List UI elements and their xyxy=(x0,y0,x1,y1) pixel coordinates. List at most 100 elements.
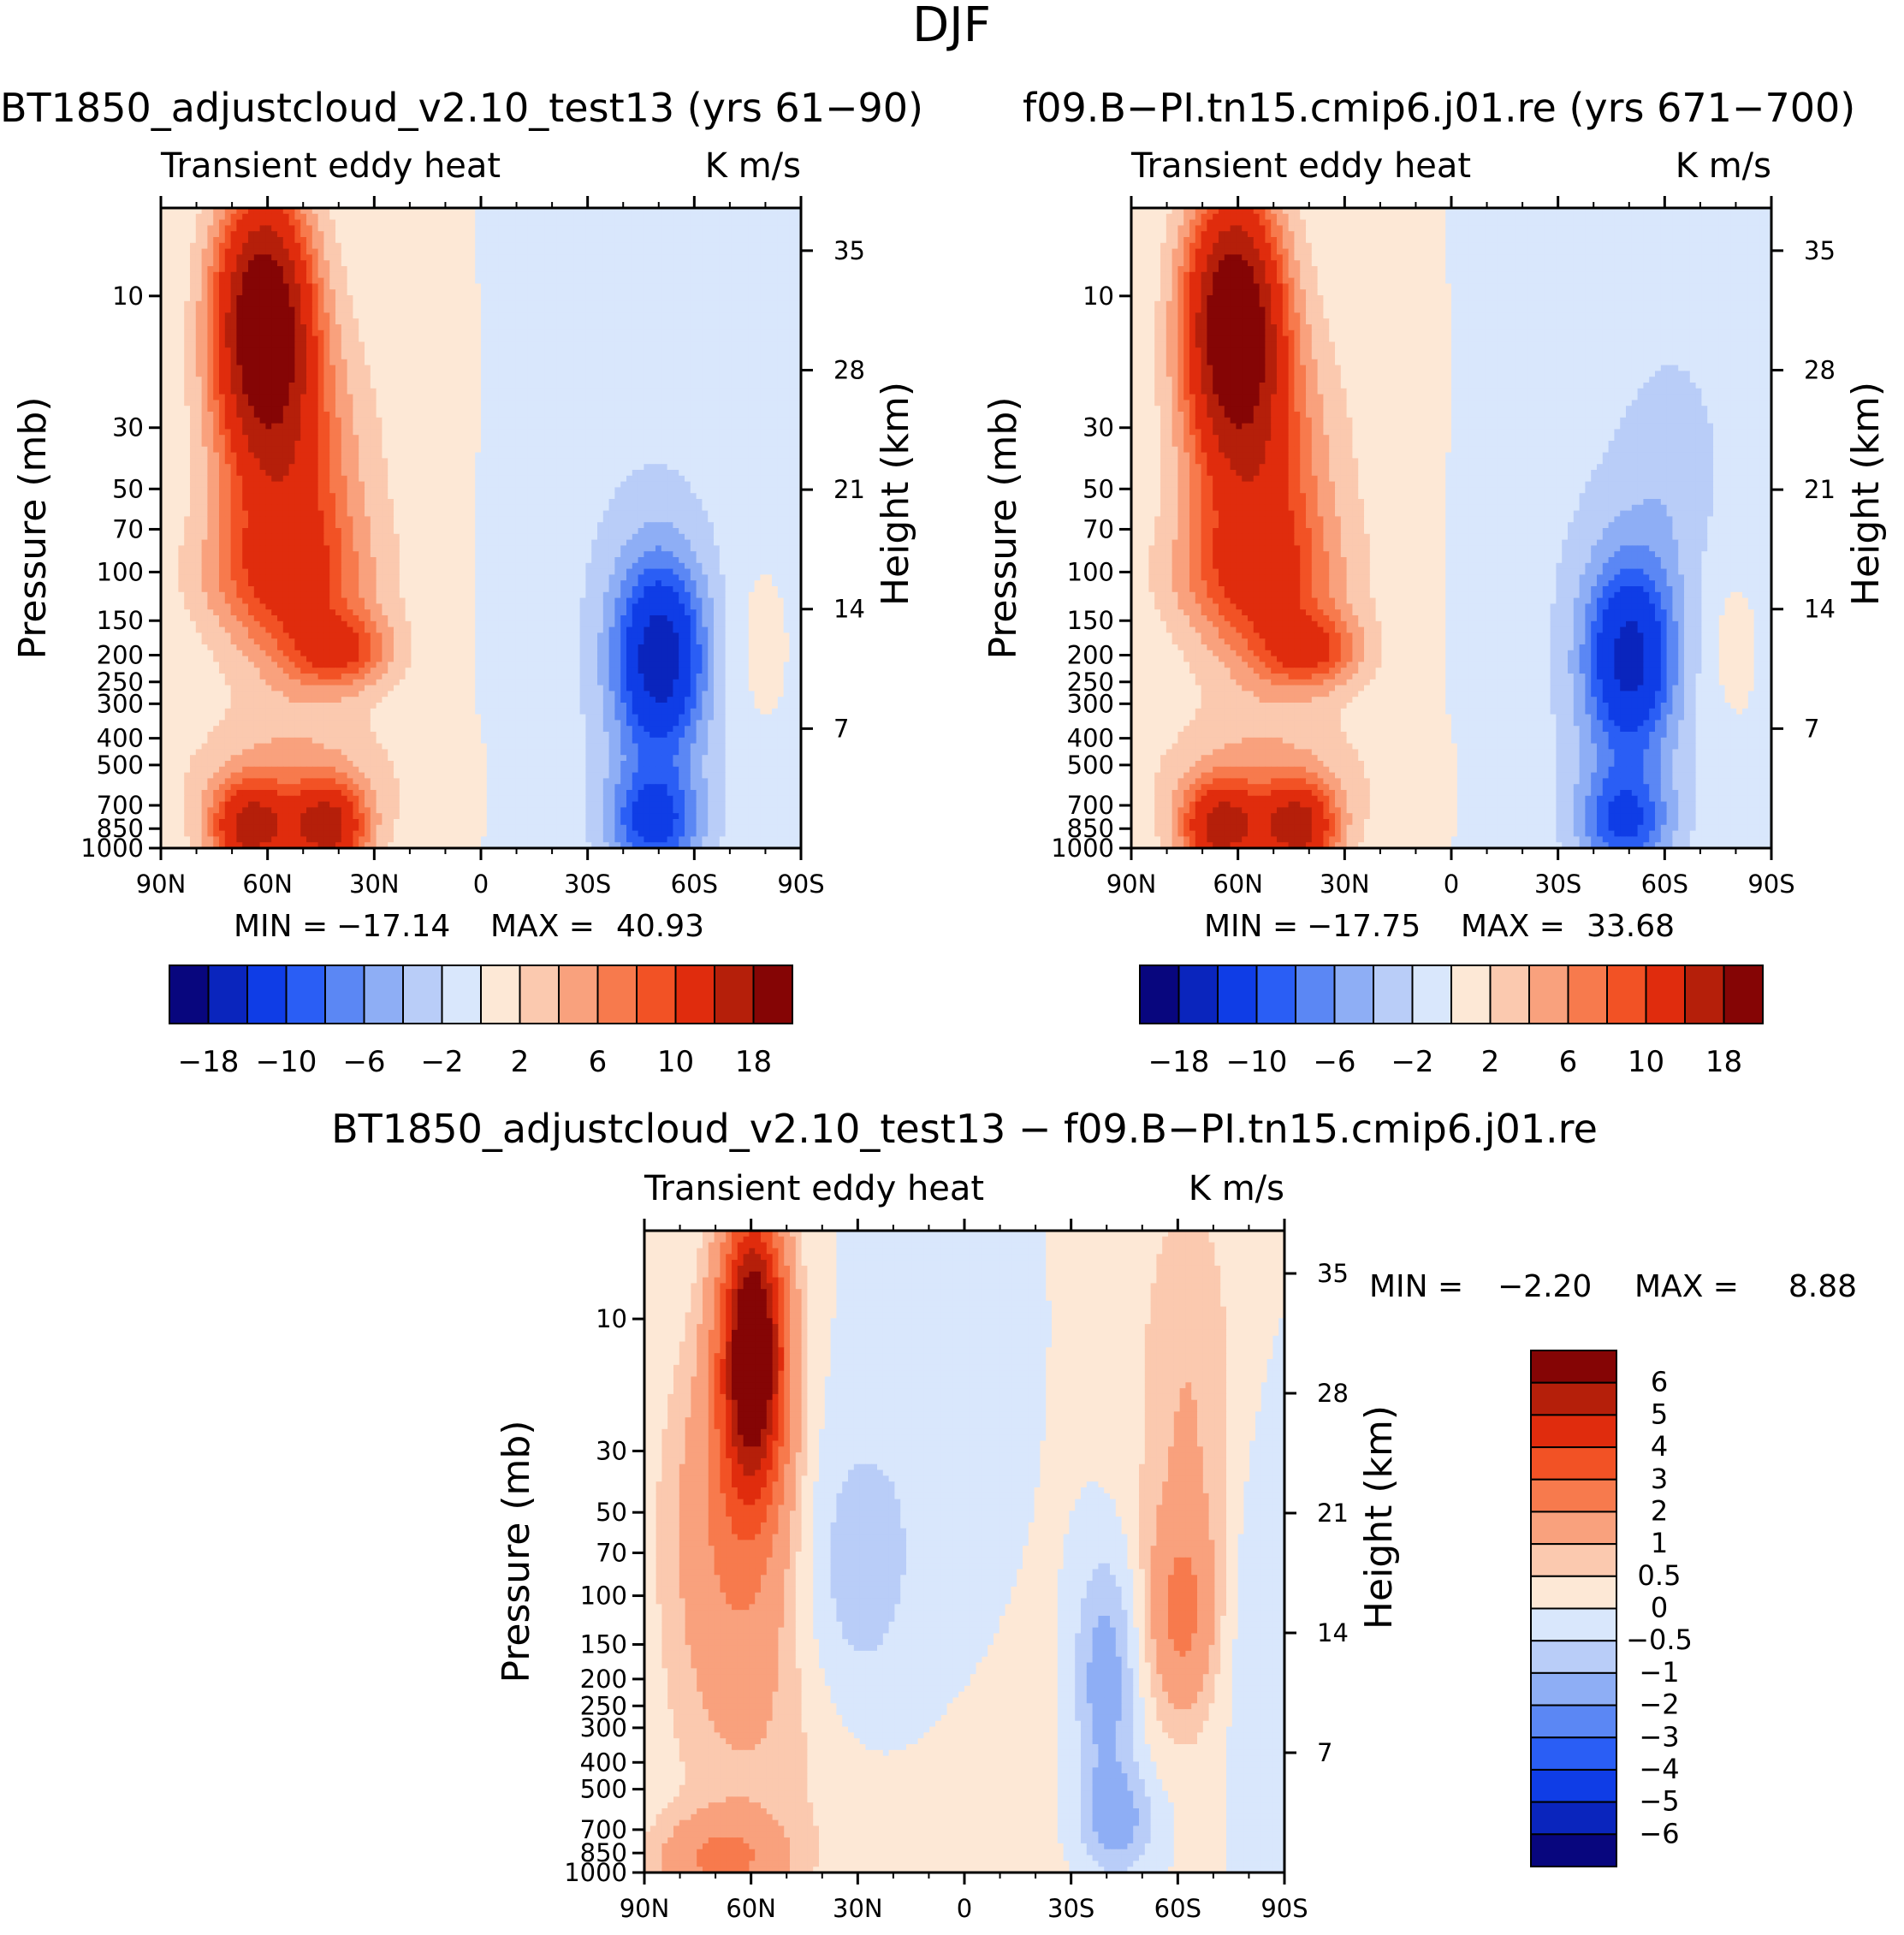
contour-cell xyxy=(248,219,255,226)
contour-cell xyxy=(434,388,441,395)
contour-cell xyxy=(382,242,389,250)
contour-cell xyxy=(481,213,488,221)
contour-cell xyxy=(440,329,447,337)
contour-cell xyxy=(591,289,598,296)
contour-cell xyxy=(777,435,785,442)
contour-cell xyxy=(608,383,615,389)
contour-cell xyxy=(789,208,796,215)
contour-cell xyxy=(504,383,511,389)
contour-cell xyxy=(428,318,436,325)
contour-cell xyxy=(777,412,785,418)
contour-cell xyxy=(731,464,738,471)
contour-cell xyxy=(440,237,447,244)
contour-cell xyxy=(632,371,639,377)
contour-cell xyxy=(271,394,278,401)
contour-cell xyxy=(259,412,266,418)
contour-cell xyxy=(661,312,668,319)
contour-cell xyxy=(638,365,644,371)
contour-cell xyxy=(457,237,465,244)
contour-cell xyxy=(382,254,389,261)
contour-cell xyxy=(195,365,203,371)
contour-cell xyxy=(510,353,517,360)
contour-cell xyxy=(253,365,261,371)
contour-cell xyxy=(265,412,272,418)
contour-cell xyxy=(539,242,546,250)
contour-cell xyxy=(608,254,615,261)
contour-cell xyxy=(521,458,528,465)
contour-cell xyxy=(323,377,330,383)
contour-cell xyxy=(539,318,546,325)
contour-cell xyxy=(644,435,650,442)
contour-cell xyxy=(667,383,673,389)
contour-cell xyxy=(486,260,494,267)
contour-cell xyxy=(481,312,488,319)
contour-cell xyxy=(207,289,214,296)
contour-cell xyxy=(271,423,278,430)
contour-cell xyxy=(224,441,232,448)
contour-cell xyxy=(719,213,727,221)
contour-cell xyxy=(311,312,319,319)
contour-cell xyxy=(661,300,668,308)
contour-cell xyxy=(282,441,290,448)
contour-cell xyxy=(440,435,447,442)
contour-cell xyxy=(236,347,243,354)
contour-cell xyxy=(323,371,330,377)
contour-cell xyxy=(614,388,621,395)
contour-cell xyxy=(463,371,470,377)
contour-cell xyxy=(696,231,703,238)
contour-cell xyxy=(282,341,290,348)
contour-cell xyxy=(783,441,790,448)
contour-cell xyxy=(492,254,499,261)
contour-cell xyxy=(323,388,330,395)
contour-cell xyxy=(417,260,424,267)
contour-cell xyxy=(690,341,697,348)
contour-cell xyxy=(556,406,563,413)
contour-cell xyxy=(446,406,453,413)
contour-cell xyxy=(602,341,610,348)
contour-cell xyxy=(533,225,540,232)
contour-cell xyxy=(300,417,307,424)
contour-cell xyxy=(568,464,575,471)
contour-cell xyxy=(795,347,802,354)
contour-cell xyxy=(579,394,586,401)
contour-cell xyxy=(777,329,785,337)
contour-cell xyxy=(236,470,243,477)
contour-cell xyxy=(341,412,348,418)
contour-cell xyxy=(166,312,174,319)
contour-cell xyxy=(172,441,179,448)
contour-cell xyxy=(399,306,406,313)
contour-cell xyxy=(795,225,802,232)
contour-cell xyxy=(673,329,679,337)
contour-cell xyxy=(323,452,330,459)
contour-cell xyxy=(166,412,174,418)
contour-cell xyxy=(463,353,470,360)
contour-cell xyxy=(423,283,430,290)
contour-cell xyxy=(288,208,295,215)
contour-cell xyxy=(597,318,604,325)
contour-cell xyxy=(725,318,732,325)
contour-cell xyxy=(463,388,470,395)
contour-cell xyxy=(259,423,266,430)
contour-cell xyxy=(306,213,313,221)
contour-cell xyxy=(783,359,790,366)
contour-cell xyxy=(475,458,482,465)
contour-cell xyxy=(219,441,226,448)
contour-cell xyxy=(166,231,174,238)
contour-cell xyxy=(341,417,348,424)
contour-cell xyxy=(294,271,301,279)
contour-cell xyxy=(585,248,592,255)
contour-cell xyxy=(579,458,586,465)
contour-cell xyxy=(760,365,767,371)
contour-cell xyxy=(277,312,284,319)
contour-cell xyxy=(714,237,721,244)
contour-cell xyxy=(230,335,237,342)
contour-cell xyxy=(341,353,348,360)
contour-cell xyxy=(475,318,482,325)
contour-cell xyxy=(585,400,592,407)
contour-cell xyxy=(655,446,662,454)
contour-cell xyxy=(230,359,237,366)
contour-cell xyxy=(696,412,703,418)
contour-cell xyxy=(789,400,796,407)
contour-cell xyxy=(667,435,673,442)
contour-cell xyxy=(172,254,179,261)
